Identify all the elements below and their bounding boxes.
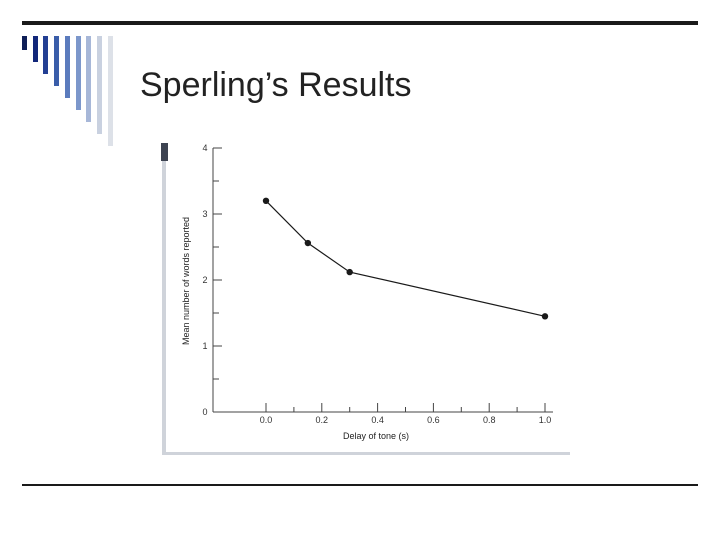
y-tick-label: 4 xyxy=(202,143,207,153)
x-tick-label: 0.6 xyxy=(427,415,440,425)
y-axis-label: Mean number of words reported xyxy=(181,217,191,345)
accent-stripe xyxy=(75,36,81,110)
y-tick-label: 0 xyxy=(202,407,207,417)
figure-border-left xyxy=(162,143,166,455)
accent-stripe xyxy=(22,36,27,50)
top-rule xyxy=(22,21,698,25)
x-tick-label: 1.0 xyxy=(539,415,552,425)
accent-stripe xyxy=(43,36,49,74)
figure-border-bottom xyxy=(166,452,570,455)
accent-stripe xyxy=(96,36,102,134)
series-line xyxy=(265,200,546,317)
data-point xyxy=(262,197,270,204)
y-tick-label: 1 xyxy=(202,341,207,351)
x-tick-label: 0.8 xyxy=(483,415,496,425)
x-tick-label: 0.2 xyxy=(316,415,329,425)
accent-stripe xyxy=(86,36,92,122)
x-tick-label: 0.4 xyxy=(371,415,384,425)
figure-tab xyxy=(161,143,168,161)
accent-stripe xyxy=(64,36,70,98)
data-point xyxy=(304,239,312,247)
data-point xyxy=(346,268,353,276)
y-tick-label: 3 xyxy=(202,209,207,219)
accent-stripe xyxy=(54,36,60,86)
y-tick-label: 2 xyxy=(202,275,207,285)
bottom-rule xyxy=(22,484,698,486)
x-tick-label: 0.0 xyxy=(260,415,273,425)
accent-stripe xyxy=(107,36,113,146)
accent-stripe xyxy=(32,36,38,62)
data-point xyxy=(541,313,549,320)
x-axis-label: Delay of tone (s) xyxy=(343,431,409,441)
slide-title: Sperling’s Results xyxy=(140,66,412,104)
